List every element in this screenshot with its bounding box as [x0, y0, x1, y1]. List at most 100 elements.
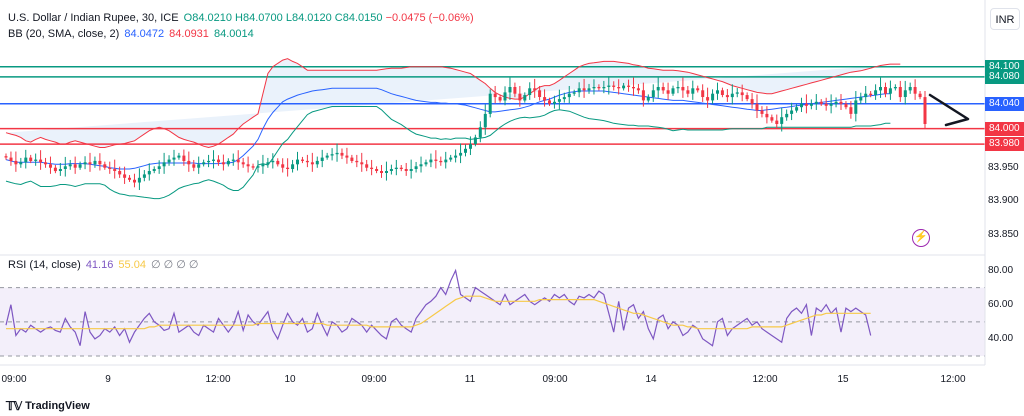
candle-body — [113, 169, 117, 171]
candle-body — [750, 99, 754, 104]
candle-body — [108, 167, 112, 169]
candle-body — [592, 87, 596, 89]
rsi-ma-line — [6, 295, 871, 330]
candle-body — [123, 174, 127, 178]
candle-body — [745, 95, 749, 100]
candle-body — [888, 88, 892, 94]
candle-body — [627, 85, 631, 87]
candle-body — [231, 159, 235, 161]
candle-body — [330, 154, 334, 156]
candle-body — [844, 103, 848, 108]
candle-body — [83, 162, 87, 165]
alert-icon[interactable]: ⚡ — [912, 229, 930, 247]
bb-basis-line — [5, 87, 891, 170]
time-tick-label: 12:00 — [752, 374, 778, 385]
bb-upper-line — [5, 58, 901, 149]
candle-body — [24, 157, 28, 163]
candle-body — [394, 167, 398, 169]
candle-body — [582, 88, 586, 91]
tradingview-logo[interactable]: 𝕋𝕍 TradingView — [6, 399, 90, 413]
time-tick-label: 09:00 — [361, 374, 387, 385]
candle-body — [58, 169, 62, 171]
bb-lower-line — [5, 106, 891, 200]
candle-body — [636, 88, 640, 91]
candle-body — [795, 107, 799, 111]
candle-body — [913, 87, 917, 94]
candle-body — [918, 93, 922, 98]
bb-lower-value: 84.0014 — [213, 28, 254, 40]
candle-body — [305, 160, 309, 163]
candle-body — [370, 167, 374, 169]
tradingview-mark-icon: 𝕋𝕍 — [6, 399, 22, 413]
symbol-title[interactable]: U.S. Dollar / Indian Rupee, 30, ICE — [8, 12, 179, 24]
candle-body — [681, 87, 685, 91]
candle-body — [641, 90, 645, 101]
candle-body — [246, 164, 250, 167]
candle-body — [765, 113, 769, 118]
candle-body — [241, 162, 245, 165]
candle-body — [839, 101, 843, 104]
candle-body — [439, 160, 443, 163]
candle-body — [419, 164, 423, 167]
time-tick-label: 9 — [105, 374, 111, 385]
candle-body — [291, 164, 295, 169]
candle-body — [88, 162, 92, 165]
candle-body — [429, 159, 433, 163]
drawn-arrow[interactable] — [928, 93, 970, 127]
time-tick-label: 14 — [645, 374, 657, 385]
candle-body — [503, 92, 507, 101]
candle-body — [879, 87, 882, 91]
candle-body — [449, 157, 453, 160]
candle-body — [632, 87, 635, 89]
candle-body — [884, 87, 887, 94]
price-tick-label: 83.900 — [988, 195, 1019, 207]
candle-body — [706, 97, 710, 101]
candle-body — [740, 92, 744, 96]
candle-body — [646, 97, 650, 101]
candle-body — [666, 90, 670, 94]
bb-basis-value: 84.0472 — [124, 28, 165, 40]
low-label: L — [285, 12, 292, 24]
currency-button[interactable]: INR — [990, 8, 1020, 30]
candle-body — [142, 174, 146, 178]
candle-body — [251, 166, 255, 168]
candle-body — [543, 97, 547, 101]
candle-body — [19, 162, 23, 165]
candle-body — [335, 152, 339, 155]
candle-body — [864, 93, 868, 98]
time-tick-label: 09:00 — [542, 374, 568, 385]
candle-body — [93, 160, 97, 165]
candle-body — [434, 159, 438, 161]
candle-body — [523, 95, 527, 101]
candle-body — [898, 87, 902, 98]
rsi-label[interactable]: RSI (14, close) — [8, 259, 81, 271]
candle-body — [296, 159, 299, 165]
candle-body — [854, 100, 858, 114]
candle-body — [34, 159, 38, 161]
candle-body — [859, 97, 863, 101]
candle-body — [261, 164, 265, 167]
candle-body — [518, 93, 522, 101]
candle-body — [528, 88, 532, 95]
rsi-tick-label: 80.00 — [988, 264, 1014, 276]
candle-body — [98, 160, 102, 165]
candle-body — [207, 160, 211, 163]
candle-body — [182, 155, 186, 161]
candle-body — [760, 110, 764, 114]
candle-body — [800, 103, 803, 108]
candle-body — [389, 169, 393, 171]
rsi-extra-values: ∅ ∅ ∅ ∅ — [151, 259, 199, 271]
candle-body — [607, 85, 611, 87]
candle-body — [720, 90, 724, 95]
close-value: 84.0150 — [342, 12, 383, 24]
candle-body — [310, 162, 314, 165]
candle-body — [622, 85, 626, 89]
candle-body — [404, 169, 408, 171]
candle-body — [315, 160, 319, 165]
header-ohlc: U.S. Dollar / Indian Rupee, 30, ICE O84.… — [8, 12, 476, 24]
candle-body — [780, 117, 784, 124]
candle-body — [212, 159, 215, 161]
candle-body — [276, 160, 280, 165]
bb-label[interactable]: BB (20, SMA, close, 2) — [8, 28, 120, 40]
